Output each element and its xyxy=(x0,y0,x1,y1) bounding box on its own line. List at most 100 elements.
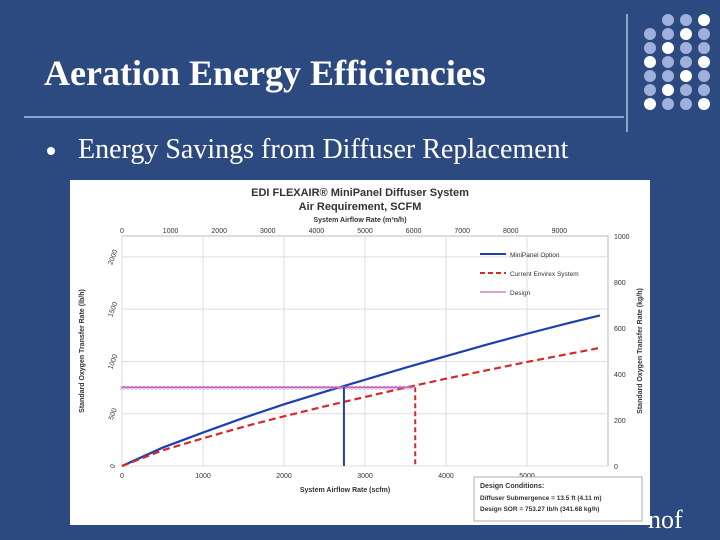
x-tick-label: 1000 xyxy=(195,473,211,480)
design-marker: × xyxy=(279,384,285,392)
design-marker: × xyxy=(347,384,353,392)
design-marker: × xyxy=(247,384,253,392)
design-marker: × xyxy=(315,384,321,392)
airflow-chart: EDI FLEXAIR® MiniPanel Diffuser System Ai… xyxy=(70,180,650,525)
bullet-icon xyxy=(47,147,55,155)
decor-dot xyxy=(698,84,710,96)
title-divider xyxy=(24,116,624,118)
annotation-heading: Design Conditions: xyxy=(480,483,544,490)
decor-dot xyxy=(662,14,674,26)
decor-dot xyxy=(644,56,656,68)
design-marker: × xyxy=(175,384,181,392)
decor-dot xyxy=(698,56,710,68)
design-marker: × xyxy=(179,384,185,392)
decor-dot xyxy=(644,98,656,110)
design-marker: × xyxy=(123,384,129,392)
decor-dot xyxy=(680,98,692,110)
decor-dot xyxy=(662,28,674,40)
design-marker: × xyxy=(219,384,225,392)
decor-dot xyxy=(662,42,674,54)
x-tick-label: 2000 xyxy=(276,473,292,480)
legend-label: MiniPanel Option xyxy=(510,252,560,259)
design-marker: × xyxy=(343,384,349,392)
design-marker: × xyxy=(207,384,213,392)
design-marker: × xyxy=(367,384,373,392)
series-line-1 xyxy=(121,346,601,468)
design-marker: × xyxy=(267,384,273,392)
design-marker: × xyxy=(383,384,389,392)
decor-dot xyxy=(644,84,656,96)
design-marker: × xyxy=(387,384,393,392)
design-marker: × xyxy=(255,384,261,392)
design-marker: × xyxy=(191,384,197,392)
design-marker: × xyxy=(235,384,241,392)
design-marker: × xyxy=(275,384,281,392)
top-tick-label: 8000 xyxy=(503,228,519,235)
company-logo: nof xyxy=(648,505,683,534)
design-marker: × xyxy=(259,384,265,392)
slide-title: Aeration Energy Efficiencies xyxy=(44,53,486,93)
design-marker: × xyxy=(151,384,157,392)
design-marker: × xyxy=(251,384,257,392)
x-axis-label: System Airflow Rate (scfm) xyxy=(300,487,390,494)
design-marker: × xyxy=(327,384,333,392)
y-left-tick-label: 1000 xyxy=(107,353,119,370)
design-marker: × xyxy=(399,384,405,392)
design-marker: × xyxy=(215,384,221,392)
top-tick-label: 2000 xyxy=(211,228,227,235)
y-right-tick-label: 400 xyxy=(614,372,626,379)
design-marker: × xyxy=(311,384,317,392)
design-marker: × xyxy=(371,384,377,392)
design-marker: × xyxy=(167,384,173,392)
design-marker: × xyxy=(263,384,269,392)
top-tick-label: 1000 xyxy=(163,228,179,235)
y-right-tick-label: 600 xyxy=(614,326,626,333)
design-marker: × xyxy=(231,384,237,392)
bullet-text: Energy Savings from Diffuser Replacement xyxy=(78,134,569,165)
design-marker: × xyxy=(203,384,209,392)
x-tick-label: 4000 xyxy=(438,473,454,480)
top-tick-label: 4000 xyxy=(309,228,325,235)
design-marker: × xyxy=(407,384,413,392)
y-left-tick-label: 2000 xyxy=(107,249,119,266)
design-marker: × xyxy=(243,384,249,392)
x-tick-label: 5000 xyxy=(519,473,535,480)
decor-dot xyxy=(644,42,656,54)
design-marker: × xyxy=(183,384,189,392)
decor-dot xyxy=(662,56,674,68)
y-right-tick-label: 1000 xyxy=(614,234,630,241)
decor-dot xyxy=(698,14,710,26)
design-marker: × xyxy=(143,384,149,392)
design-marker: × xyxy=(355,384,361,392)
y-right-tick-label: 800 xyxy=(614,280,626,287)
decor-dot xyxy=(698,42,710,54)
top-axis-label: System Airflow Rate (m³n/h) xyxy=(313,217,406,224)
design-marker: × xyxy=(195,384,201,392)
y-left-tick-label: 0 xyxy=(109,463,117,469)
design-marker: × xyxy=(331,384,337,392)
design-marker: × xyxy=(391,384,397,392)
top-tick-label: 3000 xyxy=(260,228,276,235)
decor-dot xyxy=(680,28,692,40)
design-marker: × xyxy=(159,384,165,392)
design-marker: × xyxy=(223,384,229,392)
chart-subtitle: Air Requirement, SCFM xyxy=(299,201,422,213)
design-marker: × xyxy=(395,384,401,392)
design-marker: × xyxy=(131,384,137,392)
design-marker: × xyxy=(295,384,301,392)
y-right-tick-label: 0 xyxy=(614,464,618,471)
x-tick-label: 3000 xyxy=(357,473,373,480)
legend-label: Design xyxy=(510,290,531,297)
decor-dot xyxy=(644,70,656,82)
design-marker: × xyxy=(359,384,365,392)
design-marker: × xyxy=(211,384,217,392)
design-marker: × xyxy=(323,384,329,392)
design-marker: × xyxy=(135,384,141,392)
series-line-0 xyxy=(121,314,601,468)
design-marker: × xyxy=(127,384,133,392)
design-marker: × xyxy=(199,384,205,392)
design-marker: × xyxy=(291,384,297,392)
chart-title: EDI FLEXAIR® MiniPanel Diffuser System xyxy=(251,187,469,199)
y-left-tick-label: 500 xyxy=(108,407,119,420)
x-tick-label: 0 xyxy=(120,473,124,480)
